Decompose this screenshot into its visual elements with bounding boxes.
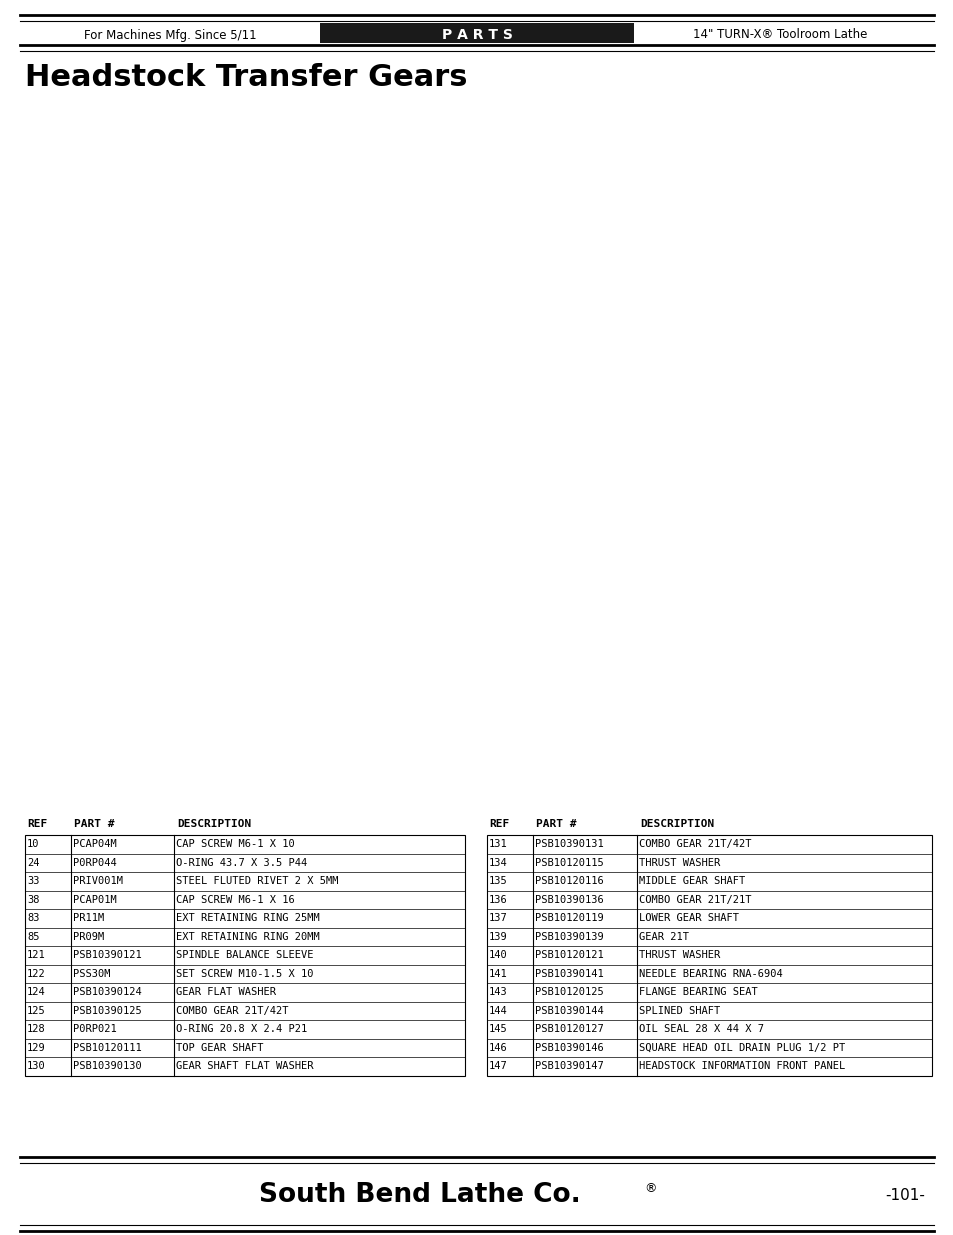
Text: 122: 122 [27, 968, 46, 979]
Text: PSB10390136: PSB10390136 [535, 894, 603, 905]
Text: 83: 83 [27, 913, 39, 924]
Text: PRIV001M: PRIV001M [73, 877, 123, 887]
Text: 121: 121 [27, 950, 46, 961]
Text: 145: 145 [489, 1024, 507, 1034]
Text: ®: ® [643, 1182, 656, 1195]
Text: PSB10120127: PSB10120127 [535, 1024, 603, 1034]
Text: 131: 131 [489, 840, 507, 850]
Text: GEAR 21T: GEAR 21T [639, 931, 688, 942]
Text: SQUARE HEAD OIL DRAIN PLUG 1/2 PT: SQUARE HEAD OIL DRAIN PLUG 1/2 PT [639, 1042, 844, 1052]
Text: 38: 38 [27, 894, 39, 905]
Text: PSB10390130: PSB10390130 [73, 1061, 142, 1071]
Text: THRUST WASHER: THRUST WASHER [639, 950, 720, 961]
Text: COMBO GEAR 21T/42T: COMBO GEAR 21T/42T [639, 840, 751, 850]
Text: CAP SCREW M6-1 X 16: CAP SCREW M6-1 X 16 [175, 894, 294, 905]
Text: GEAR FLAT WASHER: GEAR FLAT WASHER [175, 987, 275, 997]
Text: 147: 147 [489, 1061, 507, 1071]
Text: EXT RETAINING RING 20MM: EXT RETAINING RING 20MM [175, 931, 319, 942]
Text: 146: 146 [489, 1042, 507, 1052]
Text: PSB10120111: PSB10120111 [73, 1042, 142, 1052]
Text: PSB10120115: PSB10120115 [535, 858, 603, 868]
Text: P0RP044: P0RP044 [73, 858, 116, 868]
Text: PSB10390144: PSB10390144 [535, 1005, 603, 1015]
Text: PSB10390141: PSB10390141 [535, 968, 603, 979]
Text: PART #: PART # [74, 819, 114, 829]
Text: SPLINED SHAFT: SPLINED SHAFT [639, 1005, 720, 1015]
Text: 136: 136 [489, 894, 507, 905]
Text: 143: 143 [489, 987, 507, 997]
Text: HEADSTOCK INFORMATION FRONT PANEL: HEADSTOCK INFORMATION FRONT PANEL [639, 1061, 844, 1071]
Text: NEEDLE BEARING RNA-6904: NEEDLE BEARING RNA-6904 [639, 968, 781, 979]
Text: SPINDLE BALANCE SLEEVE: SPINDLE BALANCE SLEEVE [175, 950, 314, 961]
Text: 144: 144 [489, 1005, 507, 1015]
Text: REF: REF [489, 819, 509, 829]
Text: 85: 85 [27, 931, 39, 942]
Text: COMBO GEAR 21T/42T: COMBO GEAR 21T/42T [175, 1005, 288, 1015]
Text: 128: 128 [27, 1024, 46, 1034]
Text: 135: 135 [489, 877, 507, 887]
Text: MIDDLE GEAR SHAFT: MIDDLE GEAR SHAFT [639, 877, 744, 887]
Text: 129: 129 [27, 1042, 46, 1052]
Text: REF: REF [27, 819, 48, 829]
Text: 140: 140 [489, 950, 507, 961]
Text: 130: 130 [27, 1061, 46, 1071]
Text: -101-: -101- [884, 1188, 924, 1203]
Text: OIL SEAL 28 X 44 X 7: OIL SEAL 28 X 44 X 7 [639, 1024, 763, 1034]
Text: FLANGE BEARING SEAT: FLANGE BEARING SEAT [639, 987, 757, 997]
Bar [486, 835, 931, 1076]
Text: PCAP01M: PCAP01M [73, 894, 116, 905]
Text: PCAP04M: PCAP04M [73, 840, 116, 850]
Text: PSB10390139: PSB10390139 [535, 931, 603, 942]
Text: 33: 33 [27, 877, 39, 887]
Bar [25, 835, 464, 1076]
Text: 141: 141 [489, 968, 507, 979]
Text: PSB10120119: PSB10120119 [535, 913, 603, 924]
Text: PSB10390131: PSB10390131 [535, 840, 603, 850]
Text: THRUST WASHER: THRUST WASHER [639, 858, 720, 868]
Text: PART #: PART # [536, 819, 576, 829]
Text: PSB10120125: PSB10120125 [535, 987, 603, 997]
Text: TOP GEAR SHAFT: TOP GEAR SHAFT [175, 1042, 263, 1052]
Text: 10: 10 [27, 840, 39, 850]
Text: 24: 24 [27, 858, 39, 868]
Text: SET SCREW M10-1.5 X 10: SET SCREW M10-1.5 X 10 [175, 968, 314, 979]
Text: 124: 124 [27, 987, 46, 997]
Text: CAP SCREW M6-1 X 10: CAP SCREW M6-1 X 10 [175, 840, 294, 850]
Text: O-RING 20.8 X 2.4 P21: O-RING 20.8 X 2.4 P21 [175, 1024, 307, 1034]
Text: PR09M: PR09M [73, 931, 104, 942]
Text: PSB10390125: PSB10390125 [73, 1005, 142, 1015]
Text: PSB10390121: PSB10390121 [73, 950, 142, 961]
Text: PSB10390124: PSB10390124 [73, 987, 142, 997]
Text: PSS30M: PSS30M [73, 968, 111, 979]
Text: P0RP021: P0RP021 [73, 1024, 116, 1034]
Text: 14" TURN-X® Toolroom Lathe: 14" TURN-X® Toolroom Lathe [692, 28, 866, 42]
Text: PSB10120116: PSB10120116 [535, 877, 603, 887]
Text: For Machines Mfg. Since 5/11: For Machines Mfg. Since 5/11 [84, 28, 256, 42]
Text: LOWER GEAR SHAFT: LOWER GEAR SHAFT [639, 913, 739, 924]
Text: DESCRIPTION: DESCRIPTION [177, 819, 251, 829]
Text: South Bend Lathe Co.: South Bend Lathe Co. [259, 1182, 580, 1208]
Text: O-RING 43.7 X 3.5 P44: O-RING 43.7 X 3.5 P44 [175, 858, 307, 868]
Text: PR11M: PR11M [73, 913, 104, 924]
Text: 137: 137 [489, 913, 507, 924]
Text: STEEL FLUTED RIVET 2 X 5MM: STEEL FLUTED RIVET 2 X 5MM [175, 877, 338, 887]
Text: 139: 139 [489, 931, 507, 942]
Text: PSB10120121: PSB10120121 [535, 950, 603, 961]
Text: Headstock Transfer Gears: Headstock Transfer Gears [25, 63, 467, 91]
Text: 125: 125 [27, 1005, 46, 1015]
Text: PSB10390147: PSB10390147 [535, 1061, 603, 1071]
Text: DESCRIPTION: DESCRIPTION [639, 819, 714, 829]
Text: 134: 134 [489, 858, 507, 868]
Text: EXT RETAINING RING 25MM: EXT RETAINING RING 25MM [175, 913, 319, 924]
Text: GEAR SHAFT FLAT WASHER: GEAR SHAFT FLAT WASHER [175, 1061, 314, 1071]
Text: COMBO GEAR 21T/21T: COMBO GEAR 21T/21T [639, 894, 751, 905]
Text: P A R T S: P A R T S [441, 28, 512, 42]
Text: PSB10390146: PSB10390146 [535, 1042, 603, 1052]
Bar [319, 23, 634, 43]
